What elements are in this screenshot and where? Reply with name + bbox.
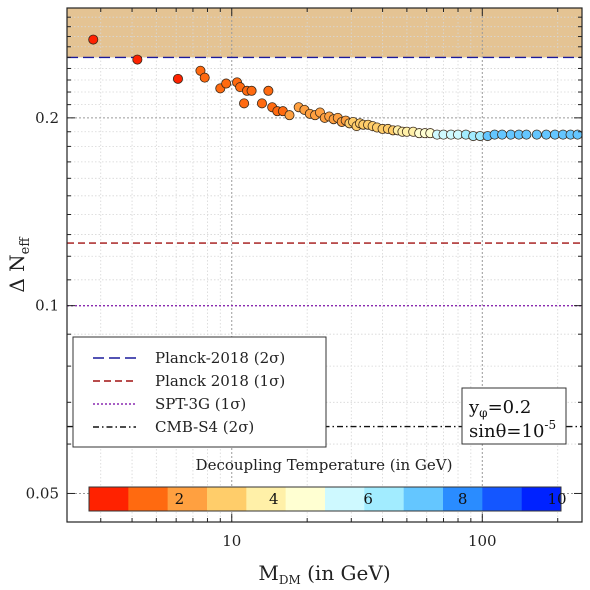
data-point (172, 73, 183, 84)
colorbar-bin (364, 487, 404, 511)
colorbar-bin (246, 487, 286, 511)
colorbar-frame (88, 486, 562, 512)
colorbar: Decoupling Temperature (in GeV) 2 4 6 8 10 (88, 456, 567, 512)
colorbar-bin (89, 487, 129, 511)
annotation-yukawa-subscript: φ (479, 406, 487, 420)
excluded-region-band (67, 8, 582, 58)
legend: Planck-2018 (2σ) Planck 2018 (1σ) SPT-3G (… (72, 336, 327, 448)
data-point (541, 129, 552, 140)
colorbar-tick-label: 4 (269, 490, 279, 508)
y-tick-label: 0.2 (35, 109, 59, 127)
annotation-yukawa-symbol: y (468, 397, 480, 418)
data-point (221, 78, 232, 89)
annotation-mixing-exponent: -5 (544, 418, 556, 432)
data-point (246, 85, 257, 96)
x-tick-label: 10 (222, 532, 241, 550)
colorbar-bin (285, 487, 326, 511)
data-point (263, 85, 274, 96)
colorbar-bin (521, 487, 562, 511)
data-point (531, 129, 542, 140)
colorbar-bin (403, 487, 444, 511)
colorbar-tick-label: 8 (458, 490, 468, 508)
legend-label: CMB-S4 (2σ) (155, 418, 254, 436)
data-point (239, 98, 250, 109)
legend-label: SPT-3G (1σ) (155, 395, 246, 413)
annotation-yukawa: yφ=0.2 (468, 397, 531, 420)
x-axis-title-subscript: DM (279, 573, 301, 587)
colorbar-tick-label: 2 (175, 490, 185, 508)
colorbar-tick-label: 6 (363, 490, 373, 508)
annotation-mixing: sinθ=10-5 (469, 418, 556, 442)
y-axis-title-symbol: Δ N (5, 254, 29, 292)
colorbar-bin (207, 487, 247, 511)
legend-label: Planck 2018 (1σ) (155, 372, 285, 390)
legend-box (72, 336, 327, 448)
y-axis-title-subscript: eff (18, 236, 33, 255)
colorbar-bin (325, 487, 365, 511)
annotation-box (461, 387, 567, 445)
y-tick-label: 0.05 (26, 484, 59, 502)
data-points-layer (88, 34, 583, 142)
data-point (132, 54, 143, 65)
axes-layer: 10 100 0.05 0.1 0.2 MDM (in GeV) Δ Neff (5, 7, 583, 587)
x-axis-title-symbol: M (258, 561, 278, 585)
data-point (256, 98, 267, 109)
legend-label: Planck-2018 (2σ) (155, 349, 285, 367)
y-tick-label: 0.1 (35, 297, 59, 315)
colorbar-title: Decoupling Temperature (in GeV) (196, 456, 453, 474)
x-tick-label: 100 (468, 532, 497, 550)
x-axis-title: MDM (in GeV) (258, 561, 390, 587)
plot-frame (66, 7, 583, 523)
data-point (199, 72, 210, 83)
excluded-band-layer (67, 8, 582, 58)
data-point (284, 110, 295, 121)
colorbar-tick-label: 10 (547, 490, 566, 508)
colorbar-bin (128, 487, 168, 511)
annotation-mixing-base: sinθ=10 (469, 421, 544, 442)
data-point (88, 34, 99, 45)
x-axis-title-unit: (in GeV) (301, 561, 391, 585)
data-point (497, 129, 508, 140)
colorbar-bin (167, 487, 208, 511)
colorbar-bin (443, 487, 483, 511)
data-point (521, 129, 532, 140)
y-axis-title: Δ Neff (5, 236, 33, 293)
annotation-yukawa-value: =0.2 (488, 397, 532, 418)
colorbar-bin (482, 487, 522, 511)
